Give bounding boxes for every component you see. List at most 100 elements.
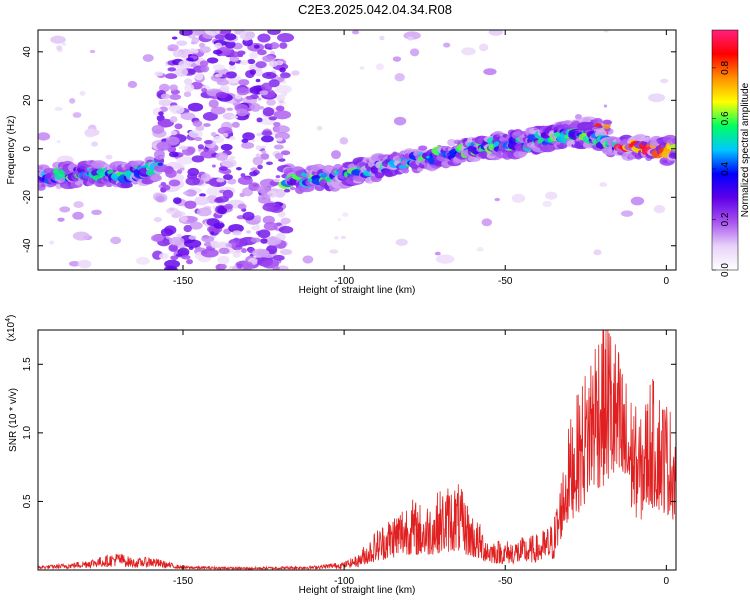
spectrogram-noise-blob (237, 203, 247, 210)
spectrogram-noise-blob (188, 235, 197, 240)
spectrogram-noise-blob (165, 73, 178, 80)
spectrogram-noise-blob (630, 196, 645, 206)
spectrogram-ridge-halo (671, 138, 676, 145)
spectrogram-noise-blob (275, 175, 281, 179)
spectrogram-noise-blob (215, 91, 228, 99)
spectrogram-noise-blob (488, 30, 504, 36)
spectrogram-noise-blob (194, 196, 210, 206)
spectrogram-noise-blob (276, 137, 283, 142)
spectrogram-noise-blob (172, 50, 182, 58)
spectrogram-noise-blob (483, 68, 497, 76)
spectrogram-noise-blob (279, 42, 288, 49)
spectrogram-noise-blob (84, 128, 96, 138)
spectrogram-noise-blob (91, 141, 99, 147)
spectrogram-noise-blob (160, 119, 171, 128)
spectrogram-noise-blob (219, 264, 227, 270)
spectrogram-noise-blob (174, 210, 183, 218)
spectrogram-ridge-halo (153, 164, 169, 173)
spectrogram-noise-blob (184, 83, 195, 93)
spectrogram-noise-blob (277, 211, 286, 218)
spectrogram-noise-blob (660, 78, 669, 84)
spectrogram-ridge-halo (283, 188, 291, 193)
spectrogram-noise-blob (481, 218, 492, 227)
spectrogram-noise-blob (89, 49, 96, 54)
spectrogram-noise-blob (476, 247, 484, 252)
spectrogram-noise-blob (262, 55, 275, 63)
spectrogram-ridge-halo (496, 134, 500, 138)
spectrogram-noise-blob (73, 201, 84, 208)
spectrogram-noise-blob (252, 248, 270, 258)
spectrogram-noise-blob (164, 225, 177, 235)
spectrogram-noise-blob (208, 99, 219, 109)
spectrogram-noise-blob (250, 237, 261, 243)
spectrogram-noise-blob (222, 132, 229, 138)
spectrogram-noise-blob (542, 200, 552, 208)
spectrogram-noise-blob (194, 73, 204, 81)
spectrogram-noise-blob (275, 105, 285, 112)
spectrogram-noise-blob (262, 107, 275, 117)
spectrogram-noise-blob (266, 43, 273, 48)
snr-panel: -150 -100 -50 0 0.5 1.0 1.5 Height of straigh… (5, 315, 677, 596)
spectrogram-ridge-halo (158, 155, 164, 159)
spectrogram-noise-blob (241, 141, 255, 149)
spectrogram-y-tick-label: 40 (22, 46, 33, 58)
spectrogram-noise-blob (184, 189, 197, 197)
spectrogram-ridge-core (603, 124, 611, 130)
spectrogram-ridge-halo (555, 141, 561, 145)
spectrogram-noise-blob (160, 93, 171, 100)
spectrogram-noise-blob (359, 66, 365, 70)
spectrogram-noise-blob (226, 107, 234, 111)
spectrogram-noise-blob (170, 130, 178, 136)
spectrogram-noise-blob (494, 197, 501, 202)
snr-x-tick-label: -100 (334, 576, 354, 587)
spectrogram-noise-blob (192, 120, 203, 127)
spectrogram-noise-blob (274, 84, 292, 94)
spectrogram-noise-blob (240, 59, 249, 66)
spectrogram-noise-blob (169, 94, 182, 101)
spectrogram-noise-blob (258, 97, 262, 101)
spectrogram-noise-blob (252, 156, 264, 166)
spectrogram-noise-blob (337, 217, 342, 222)
spectrogram-x-tick-label: -50 (498, 276, 513, 287)
spectrogram-noise-blob (242, 132, 256, 141)
snr-y-scale-exponent: 4 (5, 318, 12, 322)
spectrogram-noise-blob (227, 178, 237, 185)
spectrogram-noise-blob (214, 42, 222, 49)
spectrogram-noise-blob (127, 80, 138, 89)
colorbar-tick-label: 0.2 (720, 212, 731, 226)
spectrogram-noise-blob (409, 48, 420, 57)
spectrogram-noise-blob (191, 155, 205, 163)
spectrogram-noise-blob (194, 136, 203, 142)
spectrogram-ridge-core (157, 162, 163, 166)
spectrogram-noise-blob (167, 67, 177, 72)
spectrogram-noise-blob (574, 113, 583, 120)
spectrogram-noise-blob (255, 145, 262, 151)
spectrogram-noise-blob (177, 247, 190, 257)
spectrogram-noise-blob (72, 112, 82, 118)
spectrogram-noise-blob (249, 69, 257, 75)
spectrogram-noise-blob (170, 255, 179, 261)
spectrogram-noise-blob (162, 184, 171, 191)
spectrogram-noise-blob (273, 144, 284, 150)
colorbar: 0.0 0.2 0.4 0.6 0.8 Normalized spectral ampl… (711, 29, 750, 277)
snr-y-axis-label: SNR (10 * v/v) (8, 388, 19, 452)
page-title: C2E3.2025.042.04.34.R08 (298, 2, 452, 17)
spectrogram-noise-blob (228, 65, 236, 71)
colorbar-label: Normalized spectral amplitude (740, 82, 750, 217)
spectrogram-y-ticks: 40 20 0 -20 -40 (22, 46, 676, 253)
spectrogram-noise-blob (180, 112, 196, 120)
spectrogram-noise-blob (202, 111, 218, 121)
spectrogram-noise-blob (255, 153, 261, 157)
spectrogram-noise-blob (257, 193, 271, 203)
snr-x-tick-label: -150 (173, 576, 193, 587)
spectrogram-ridge-halo (382, 168, 399, 177)
spectrogram-noise-blob (212, 49, 223, 55)
spectrogram-noise-blob (57, 217, 65, 222)
spectrogram-panel: -150 -100 -50 0 40 20 0 -20 -40 Height of strai… (6, 29, 677, 296)
spectrogram-noise-blob (189, 221, 203, 230)
spectrogram-noise-blob (249, 52, 259, 59)
spectrogram-noise-blob (201, 88, 208, 93)
spectrogram-noise-blob (176, 169, 183, 175)
spectrogram-noise-blob (341, 212, 349, 217)
spectrogram-noise-blob (269, 42, 280, 50)
